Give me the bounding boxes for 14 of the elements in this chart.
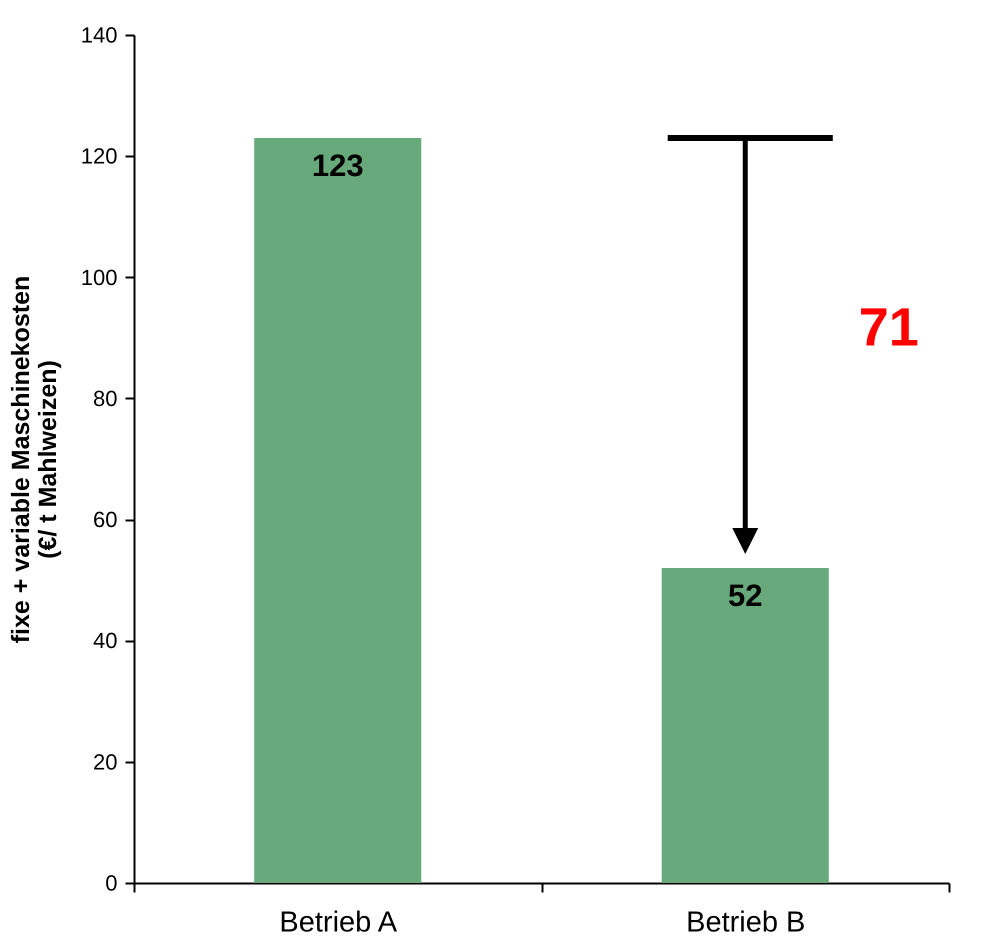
y-tick-label: 60 — [93, 507, 118, 532]
data-label: 52 — [728, 578, 762, 614]
data-label: 123 — [312, 148, 364, 183]
y-tick-label: 120 — [80, 144, 118, 169]
y-tick-label: 140 — [80, 22, 118, 48]
y-axis-title: fixe + variable Maschinekosten (€/ t Mahlweizen) — [6, 276, 62, 644]
y-tick-label: 20 — [93, 749, 118, 774]
y-tick-label: 40 — [93, 628, 118, 654]
y-tick-label: 100 — [80, 264, 118, 290]
y-tick-label: 80 — [93, 386, 118, 411]
x-tick-label: Betrieb B — [686, 906, 806, 938]
y-tick-label: 0 — [105, 870, 118, 896]
x-tick-label: Betrieb A — [279, 906, 398, 938]
annotation: 71 — [858, 297, 919, 358]
